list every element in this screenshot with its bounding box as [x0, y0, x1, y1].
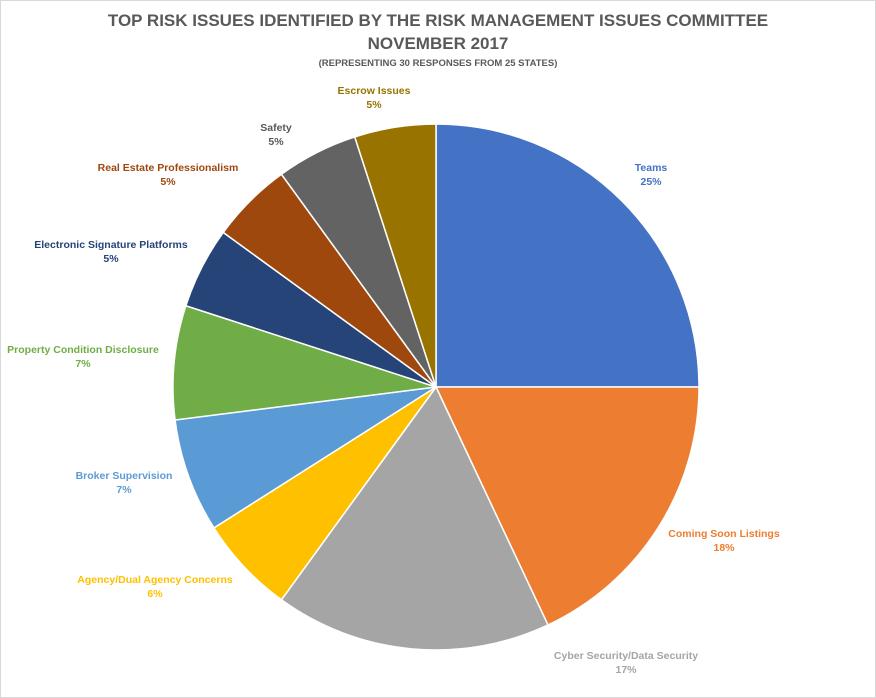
slice-label-2: Cyber Security/Data Security — [554, 650, 698, 662]
pie-slice-4 — [174, 386, 437, 529]
pie-slice-5 — [172, 304, 437, 421]
slice-label-3: Agency/Dual Agency Concerns — [77, 574, 233, 586]
pie-slice-9 — [353, 123, 437, 388]
slice-label-4: Broker Supervision — [76, 470, 173, 482]
slice-value-label-7: 5% — [160, 176, 176, 188]
slice-value-label-3: 6% — [147, 588, 163, 600]
pie-labels: Teams 25% Coming Soon Listings 18% Cyber Sec… — [7, 85, 780, 676]
slice-label-6: Electronic Signature Platforms — [34, 239, 188, 251]
pie-slice-1 — [434, 386, 700, 626]
chart-title: TOP RISK ISSUES IDENTIFIED BY THE RISK M… — [107, 11, 769, 30]
chart-subtitle: (REPRESENTING 30 RESPONSES FROM 25 STATE… — [318, 58, 558, 69]
slice-label-5: Property Condition Disclosure — [7, 344, 159, 356]
slice-label-1: Coming Soon Listings — [668, 528, 780, 540]
slice-value-label-9: 5% — [366, 99, 382, 111]
chart-title-date: NOVEMBER 2017 — [367, 34, 509, 53]
slice-label-7: Real Estate Professionalism — [98, 162, 239, 174]
slice-label-9: Escrow Issues — [338, 85, 411, 97]
slice-value-label-2: 17% — [615, 664, 637, 676]
slice-value-label-4: 7% — [116, 484, 132, 496]
pie-slices — [172, 123, 700, 651]
pie-slice-2 — [280, 385, 549, 651]
slice-value-label-8: 5% — [268, 136, 284, 148]
slice-value-label-1: 18% — [713, 542, 735, 554]
slice-value-label-0: 25% — [640, 176, 662, 188]
slice-value-label-5: 7% — [75, 358, 91, 370]
pie-slice-0 — [435, 123, 700, 388]
slice-label-0: Teams — [635, 162, 668, 174]
slice-label-8: Safety — [260, 122, 292, 134]
slice-value-label-6: 5% — [103, 253, 119, 265]
